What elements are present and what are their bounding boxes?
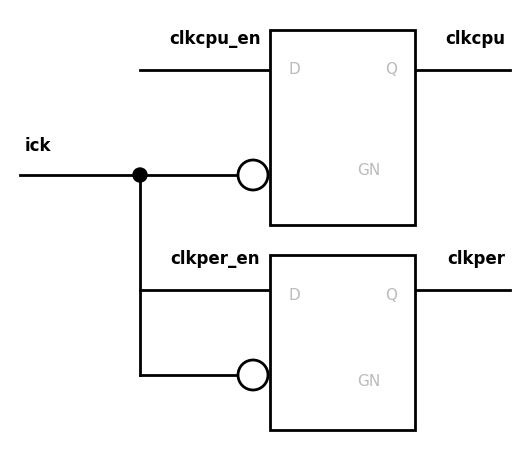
Text: clkcpu_en: clkcpu_en (169, 30, 261, 48)
Text: Q: Q (385, 63, 397, 78)
Text: D: D (288, 287, 300, 303)
Text: clkcpu: clkcpu (445, 30, 505, 48)
Circle shape (238, 360, 268, 390)
Text: Q: Q (385, 287, 397, 303)
Text: clkper: clkper (447, 250, 505, 268)
Text: GN: GN (357, 163, 380, 178)
Bar (270, 255, 415, 430)
Circle shape (238, 160, 268, 190)
Text: ick: ick (25, 137, 51, 155)
Text: D: D (288, 63, 300, 78)
Text: GN: GN (357, 373, 380, 388)
Text: clkper_en: clkper_en (170, 250, 260, 268)
Bar (270, 30, 415, 225)
Circle shape (133, 168, 147, 182)
